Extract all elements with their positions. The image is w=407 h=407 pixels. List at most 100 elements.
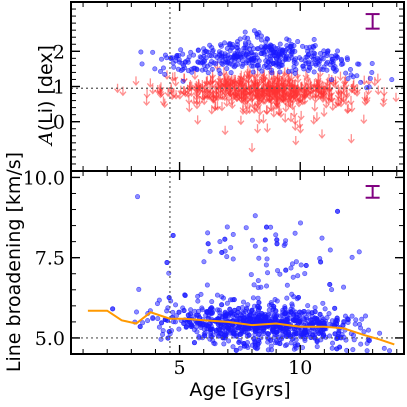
upper-limit-arrow xyxy=(255,96,263,106)
upper-limit-arrow xyxy=(254,124,262,134)
broadening-point xyxy=(256,255,262,261)
detection-point xyxy=(266,43,272,49)
broadening-point xyxy=(219,294,225,300)
upper-limit-arrow xyxy=(343,104,351,115)
detection-point xyxy=(185,59,191,65)
detection-point xyxy=(347,66,353,72)
broadening-point xyxy=(246,332,252,338)
broadening-point xyxy=(293,330,299,336)
upper-limit-arrow xyxy=(337,94,345,104)
broadening-point xyxy=(173,302,179,308)
broadening-point xyxy=(264,256,270,262)
broadening-point xyxy=(337,344,343,350)
broadening-point xyxy=(205,241,211,247)
detection-point xyxy=(138,49,144,55)
detection-point xyxy=(328,77,334,83)
broadening-point xyxy=(302,338,308,344)
detection-point xyxy=(343,70,349,76)
broadening-point xyxy=(265,270,271,276)
detection-point xyxy=(195,47,201,53)
detection-point xyxy=(369,70,375,76)
lithium-detection-points xyxy=(138,28,395,91)
upper-limit-arrow xyxy=(248,143,256,153)
y-tick-label: 1 xyxy=(53,77,65,99)
broadening-point xyxy=(288,309,294,315)
broadening-point xyxy=(345,317,351,323)
broadening-point xyxy=(340,322,346,328)
broadening-point xyxy=(224,300,230,306)
broadening-point xyxy=(264,283,270,289)
detection-point xyxy=(244,45,250,51)
detection-point xyxy=(280,47,286,53)
upper-limit-arrow xyxy=(237,115,245,126)
broadening-point xyxy=(191,340,197,346)
broadening-point xyxy=(284,295,290,301)
broadening-point xyxy=(268,337,274,343)
broadening-point xyxy=(268,224,274,230)
broadening-point xyxy=(387,348,393,354)
broadening-point xyxy=(268,343,274,349)
detection-point xyxy=(258,37,264,43)
upper-limit-arrow xyxy=(167,83,175,93)
detection-point xyxy=(321,48,327,54)
detection-point xyxy=(231,55,237,61)
broadening-point xyxy=(160,328,166,334)
broadening-point xyxy=(289,291,295,297)
broadening-point xyxy=(207,248,213,254)
upper-limit-arrow xyxy=(341,75,349,86)
broadening-point xyxy=(255,341,261,347)
broadening-point xyxy=(288,265,294,271)
upper-limit-arrow xyxy=(320,107,328,118)
broadening-point xyxy=(326,311,332,317)
detection-point xyxy=(234,42,240,48)
upper-limit-arrow xyxy=(311,102,319,112)
broadening-point xyxy=(176,326,182,332)
broadening-point xyxy=(226,338,232,344)
detection-point xyxy=(228,70,234,76)
detection-point xyxy=(263,39,269,45)
upper-limit-arrow xyxy=(190,95,198,106)
top-ylabel: A(Li) [dex] xyxy=(35,45,57,147)
broadening-point xyxy=(295,294,301,300)
broadening-point xyxy=(318,259,324,265)
detection-point xyxy=(277,41,283,47)
broadening-point xyxy=(233,347,239,353)
broadening-point xyxy=(282,310,288,316)
broadening-point xyxy=(247,312,253,318)
broadening-point xyxy=(252,243,258,249)
upper-limit-arrow xyxy=(259,73,267,84)
upper-limit-arrow xyxy=(322,99,330,109)
broadening-point xyxy=(145,318,151,324)
broadening-point xyxy=(311,320,317,326)
upper-limit-arrow xyxy=(186,79,194,90)
broadening-point xyxy=(188,307,194,313)
detection-point xyxy=(335,54,341,60)
upper-limit-arrow xyxy=(314,73,322,83)
broadening-point xyxy=(277,325,283,331)
detection-point xyxy=(339,58,345,64)
detection-point xyxy=(242,35,248,41)
detection-point xyxy=(209,66,215,72)
upper-limit-arrow xyxy=(301,78,308,88)
broadening-point xyxy=(277,341,283,347)
broadening-point xyxy=(155,316,161,322)
broadening-point xyxy=(281,243,287,249)
upper-limit-arrow xyxy=(194,115,202,125)
broadening-point xyxy=(251,316,257,322)
detection-point xyxy=(367,75,373,81)
broadening-point xyxy=(322,306,328,312)
broadening-point xyxy=(329,287,335,293)
upper-limit-arrow xyxy=(298,82,306,92)
broadening-point xyxy=(284,282,290,288)
broadening-point xyxy=(334,315,340,321)
broadening-point xyxy=(357,321,363,327)
detection-point xyxy=(240,61,246,67)
broadening-point xyxy=(208,306,214,312)
upper-limit-arrow xyxy=(143,88,151,99)
upper-limit-arrow xyxy=(294,74,302,84)
broadening-point xyxy=(295,342,301,348)
broadening-point xyxy=(209,310,215,316)
detection-point xyxy=(202,66,208,72)
broadening-point xyxy=(274,241,280,247)
